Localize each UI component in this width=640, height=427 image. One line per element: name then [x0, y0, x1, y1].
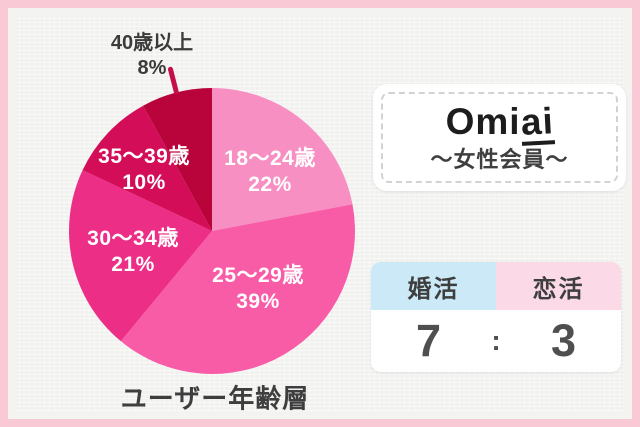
slice-name: 40歳以上: [110, 32, 194, 54]
koikatsu-header-cell: 恋活: [496, 262, 621, 310]
slice-label-30-34: 30〜34歳 21%: [87, 226, 179, 278]
slice-name: 35〜39歳: [98, 145, 190, 168]
slice-name: 30〜34歳: [87, 227, 179, 250]
pie-slice-0: [212, 88, 353, 231]
ratio-values-row: 7 : 3: [371, 310, 621, 372]
pie-slice-4: [143, 88, 212, 231]
paper-background: 18〜24歳 22% 25〜29歳 39% 30〜34歳 21% 35〜39歳 …: [16, 16, 626, 414]
slice-name: 18〜24歳: [224, 147, 316, 170]
pie-chart-title: ユーザー年齢層: [120, 383, 310, 414]
omiai-logo-underlined-suffix: ai: [519, 100, 555, 146]
age-pie-chart: [69, 66, 356, 374]
callout-leader-line: [167, 66, 179, 95]
omiai-logo-card: Omiai 〜女性会員〜: [373, 84, 626, 191]
slice-label-18-24: 18〜24歳 22%: [224, 146, 316, 198]
pie-slice-3: [82, 105, 212, 231]
callout-label-40plus: 40歳以上 8%: [111, 31, 193, 81]
slice-label-35-39: 35〜39歳 10%: [98, 144, 190, 196]
slice-percent: 21%: [111, 253, 155, 276]
konkatsu-header-cell: 婚活: [371, 262, 496, 310]
pie-slice-2: [69, 170, 212, 342]
ratio-header-row: 婚活 恋活: [371, 262, 621, 310]
slice-name: 25〜29歳: [212, 264, 304, 287]
dashed-border: [381, 92, 618, 183]
slice-label-25-29: 25〜29歳 39%: [212, 263, 304, 315]
konkatsu-koikatsu-ratio-card: 婚活 恋活 7 : 3: [371, 262, 621, 372]
slice-percent: 22%: [248, 173, 292, 196]
pie-slice-1: [120, 204, 356, 374]
slice-percent: 39%: [236, 290, 280, 313]
ratio-colon: :: [491, 325, 501, 356]
slice-percent: 10%: [122, 171, 166, 194]
omiai-logo-prefix: Omi: [445, 100, 521, 142]
slice-percent: 8%: [137, 57, 167, 79]
omiai-logo: Omiai: [445, 100, 555, 146]
koikatsu-ratio-value: 3: [550, 315, 577, 366]
konkatsu-ratio-value: 7: [415, 315, 442, 366]
female-members-subtitle: 〜女性会員〜: [430, 146, 569, 172]
